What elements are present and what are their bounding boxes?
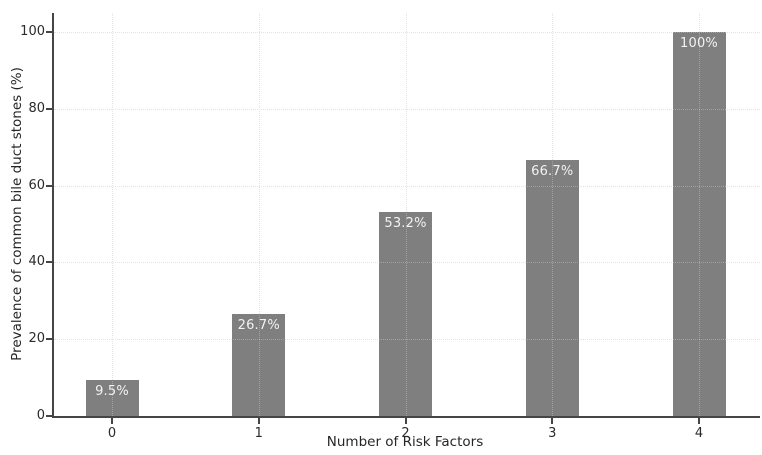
y-tick-label: 80: [28, 100, 45, 116]
gridline-horizontal-overlay: [54, 262, 760, 264]
bar-value-label: 66.7%: [531, 164, 574, 179]
bar: 66.7%: [525, 160, 579, 416]
x-tick: [551, 416, 554, 424]
x-axis-label: Number of Risk Factors: [326, 434, 484, 450]
plot-area: 0 20 40 60 80 100 9.5% 0 26.7% 1 53.2% 2 66.7% 3 100% 4: [20, 13, 760, 441]
y-tick-label: 20: [28, 331, 45, 347]
bar: 53.2%: [379, 211, 432, 416]
y-tick: [46, 107, 52, 110]
y-tick: [46, 261, 52, 264]
x-tick: [404, 416, 407, 424]
bar: 26.7%: [232, 313, 286, 416]
x-tick-label: 2: [401, 426, 410, 441]
gridline-horizontal: [54, 185, 760, 187]
bar-value-label: 53.2%: [384, 215, 427, 231]
x-tick-label: 4: [694, 426, 704, 441]
gridline-vertical-overlay: [699, 13, 700, 416]
gridline-vertical-overlay: [552, 13, 554, 416]
y-tick: [46, 31, 52, 34]
gridline-horizontal-overlay: [54, 108, 760, 110]
gridline-horizontal: [54, 32, 760, 34]
gridline-horizontal: [54, 108, 760, 110]
y-tick-label: 60: [28, 177, 45, 193]
bar-value-label: 26.7%: [237, 317, 280, 333]
gridline-vertical-overlay: [258, 13, 260, 416]
x-tick: [111, 416, 113, 424]
bar-value-label: 9.5%: [95, 383, 129, 399]
gridline-horizontal-overlay: [54, 185, 760, 187]
gridline-horizontal-overlay: [54, 339, 760, 341]
x-tick-label: 1: [254, 426, 263, 441]
gridline-vertical-overlay: [112, 13, 113, 416]
x-tick: [257, 416, 260, 424]
x-tick: [698, 416, 700, 424]
gridline-vertical: [258, 13, 260, 416]
y-tick: [46, 338, 52, 341]
x-tick-label: 3: [548, 426, 557, 441]
gridline-vertical: [112, 13, 113, 416]
x-tick-label: 0: [107, 426, 117, 441]
y-tick-label: 40: [28, 254, 45, 270]
bar: 9.5%: [85, 379, 139, 416]
y-tick-label: 100: [20, 24, 45, 40]
gridline-vertical-overlay: [405, 13, 407, 416]
gridline-horizontal-overlay: [54, 32, 760, 34]
bar: 100%: [672, 32, 726, 416]
y-tick-label: 0: [36, 408, 45, 423]
y-tick: [46, 184, 52, 187]
y-axis-label: Prevalence of common bile duct stones (%…: [9, 67, 25, 361]
bar-value-label: 100%: [680, 36, 718, 52]
y-tick: [46, 415, 52, 417]
